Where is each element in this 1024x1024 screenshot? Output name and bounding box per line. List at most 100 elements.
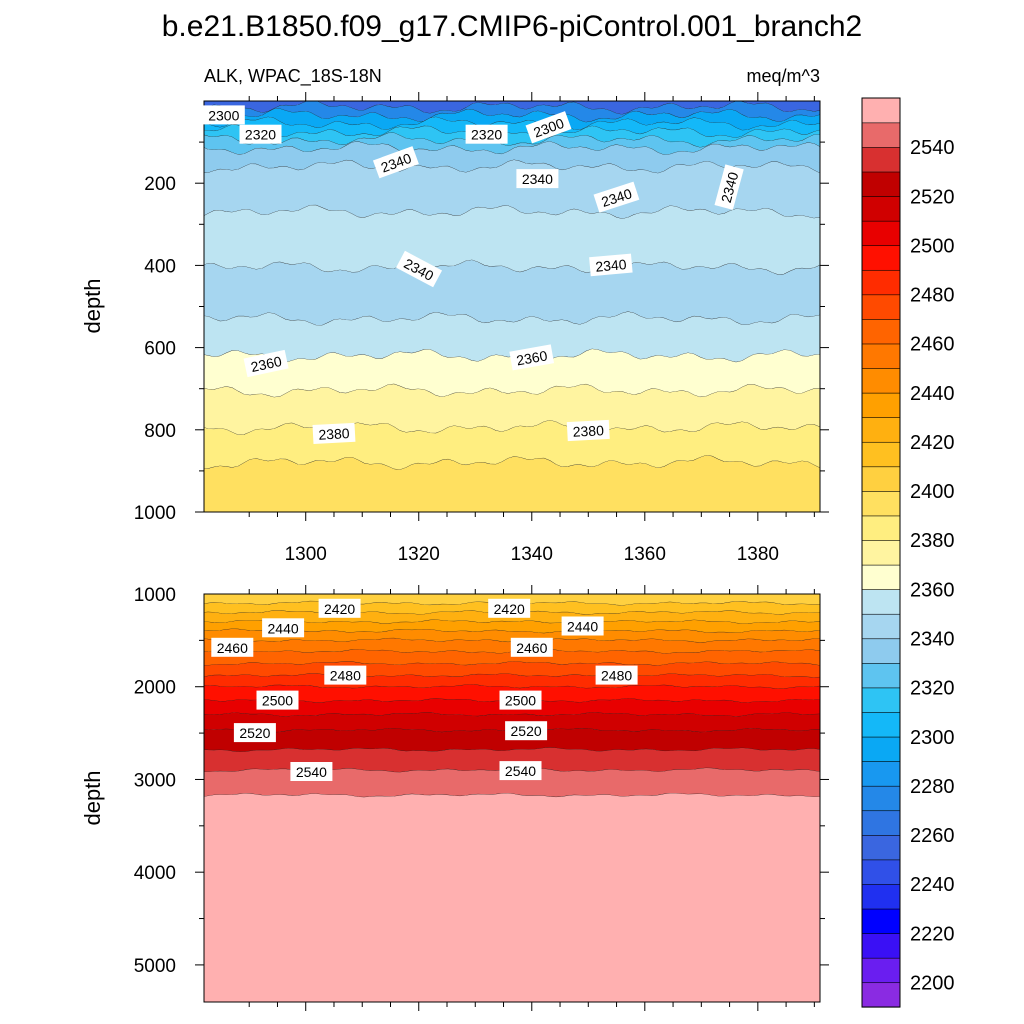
contour-label-box [595,665,638,685]
colorbar-swatch [861,392,901,418]
contour-label-group: 2420 [318,598,361,618]
colorbar-swatch [861,441,901,468]
contour-label-box [516,169,559,189]
y-tick-label: 800 [144,421,176,442]
contour-band [204,101,820,123]
y-tick-label: 200 [144,174,176,195]
colorbar-swatch [861,97,901,124]
contour-label: 2320 [245,127,276,143]
colorbar-swatch [861,515,901,541]
colorbar-swatch [861,613,901,640]
colorbar-swatch [861,466,901,492]
contour-band [204,124,820,148]
contour-label: 2520 [239,725,270,741]
colorbar-tick-label: 2340 [910,629,955,651]
colorbar-swatch [861,220,901,247]
contour-label-box [372,146,419,179]
colorbar-swatch [861,834,901,861]
y-tick-label: 2000 [134,678,176,699]
contour-label-box [589,253,633,277]
colorbar-swatch [861,736,901,762]
contour-label-box [243,349,289,378]
contour-label: 2340 [522,171,553,187]
contour-label-box [256,690,299,710]
contour-band [204,108,820,131]
contour-label-group: 2540 [499,761,542,781]
x-tick-label: 1340 [511,544,553,565]
colorbar-tick-label: 2380 [910,530,955,552]
colorbar-swatch [861,367,901,394]
colorbar: 2200 2220 2240 2260 2280 2300 2320 2340 2360 2380… [861,97,955,1008]
contour-label-box [561,616,604,636]
colorbar-tick-label: 2500 [910,235,955,257]
colorbar-swatch [861,761,901,787]
colorbar-swatch [861,171,901,197]
contour-label-group: 2520 [233,723,276,743]
contour-band [204,384,820,436]
colorbar-swatch [861,343,901,369]
colorbar-swatch [861,908,901,934]
colorbar-swatch [861,883,901,910]
contour-label-box [202,105,245,125]
upper-panel: 1300 1320 1340 1360 1380 200 400 600 800 1000 2300… [134,92,829,565]
contour-label-box [714,164,744,210]
contour-label-box [290,762,333,781]
colorbar-swatch [861,490,901,517]
y-tick-label: 5000 [134,956,176,977]
colorbar-swatch [861,122,901,148]
colorbar-swatch [861,638,901,664]
contour-line [204,684,820,690]
colorbar-swatch [861,269,901,296]
colorbar-tick-label: 2280 [910,776,955,798]
contour-label-box [593,181,640,213]
colorbar-tick-label: 2240 [910,874,955,896]
colorbar-swatch [861,539,901,566]
contour-band [204,159,820,219]
plot-frame [203,593,821,1003]
lower-ylabel: depth [80,770,105,825]
contour-label: 2500 [262,693,293,709]
units-label: meq/m^3 [747,66,820,86]
contour-band [204,619,820,634]
contour-label-group: 2380 [566,419,610,442]
contour-label: 2320 [471,127,502,143]
colorbar-tick-label: 2260 [910,825,955,847]
contour-label: 2340 [718,170,742,204]
colorbar-swatch [861,318,901,345]
contour-label: 2480 [330,668,361,684]
y-tick-label: 1000 [134,585,176,606]
chart-title: b.e21.B1850.f09_g17.CMIP6-piControl.001_… [162,10,863,43]
contour-label-box [505,721,548,741]
contour-label: 2420 [324,601,355,617]
colorbar-swatch [861,711,901,738]
contour-label-group: 2460 [211,637,254,657]
contour-label-group: 2480 [595,665,638,685]
contour-label: 2440 [567,619,598,635]
y-tick-label: 4000 [134,863,176,884]
contour-label-box [525,111,572,144]
colorbar-swatch [861,589,901,615]
colorbar-tick-label: 2420 [910,432,955,454]
contour-label-box [318,598,361,618]
contour-label-box [499,761,542,781]
colorbar-tick-label: 2360 [910,579,955,601]
y-tick-label: 600 [144,339,176,360]
contour-band [204,101,820,115]
colorbar-swatch [861,146,901,173]
variable-label: ALK, WPAC_18S-18N [204,66,382,87]
colorbar-swatch [861,564,901,590]
upper-ylabel: depth [80,278,105,333]
colorbar-tick-label: 2400 [910,481,955,503]
contour-label-group: 2440 [561,616,604,636]
contour-band [204,649,820,666]
contour-label-group: 2500 [256,690,299,710]
contour-label-group: 2380 [312,422,356,444]
contour-label: 2460 [516,640,547,656]
contour-band [204,117,820,139]
colorbar-swatch [861,294,901,320]
contour-label-group: 2500 [499,690,542,710]
colorbar-swatch [861,785,901,812]
colorbar-tick-label: 2460 [910,334,955,356]
contour-label-box [566,419,610,442]
